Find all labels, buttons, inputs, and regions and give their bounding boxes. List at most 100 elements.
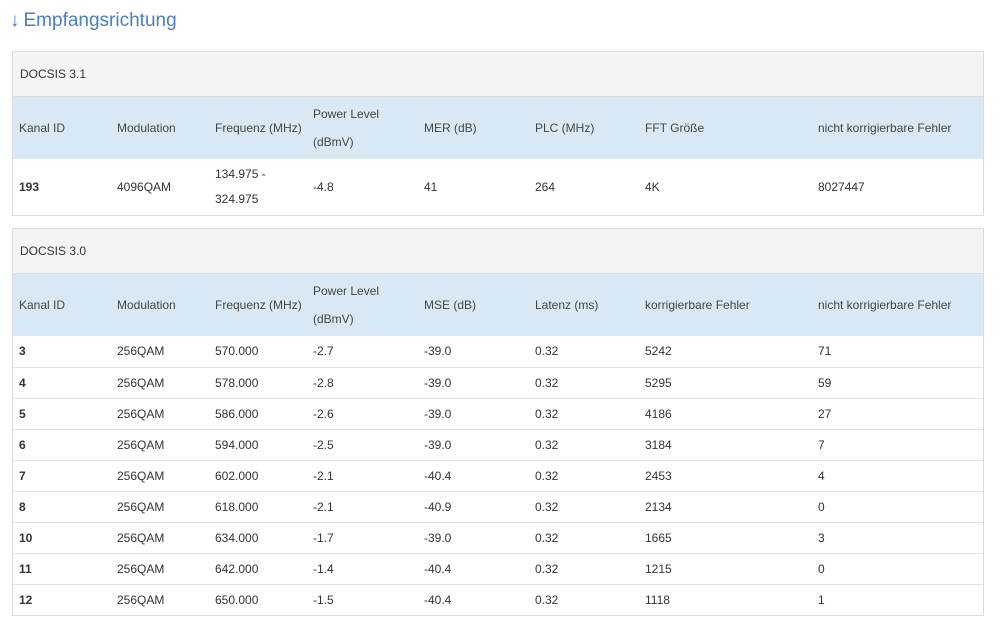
section-title: Empfangsrichtung xyxy=(23,10,177,31)
cell: 7 xyxy=(19,468,26,483)
section-heading[interactable]: ↓ Empfangsrichtung xyxy=(10,10,177,32)
table-row: 11 256QAM 642.000 -1.4 -40.4 0.32 1215 0 xyxy=(13,553,983,584)
cell: 4096QAM xyxy=(117,180,172,194)
cell: 8 xyxy=(19,499,26,514)
col-header: Power Level (dBmV) xyxy=(313,284,380,326)
cell: -40.9 xyxy=(424,499,452,514)
cell: 618.000 xyxy=(215,499,259,514)
cell: 4 xyxy=(818,468,825,483)
cell: 3 xyxy=(19,344,26,359)
col-header: Frequenz (MHz) xyxy=(215,298,302,312)
cell: -4.8 xyxy=(313,180,334,194)
col-header: Frequenz (MHz) xyxy=(215,121,302,135)
cell: 0 xyxy=(818,561,825,576)
cell: 256QAM xyxy=(117,592,165,607)
cell: 0.32 xyxy=(535,375,559,390)
cell: -40.4 xyxy=(424,592,452,607)
cell: 1215 xyxy=(645,561,672,576)
cell: 41 xyxy=(424,180,438,194)
cell: -40.4 xyxy=(424,561,452,576)
table-row: 8 256QAM 618.000 -2.1 -40.9 0.32 2134 0 xyxy=(13,491,983,522)
cell: -2.8 xyxy=(313,375,334,390)
cell: -39.0 xyxy=(424,530,452,545)
cell: 0.32 xyxy=(535,437,559,452)
col-header: nicht korrigierbare Fehler xyxy=(818,121,952,135)
table-row: 10 256QAM 634.000 -1.7 -39.0 0.32 1665 3 xyxy=(13,522,983,553)
cell: 256QAM xyxy=(117,375,165,390)
cell: -39.0 xyxy=(424,437,452,452)
table-row: 193 4096QAM 134.975 - 324.975 -4.8 41 26… xyxy=(13,159,983,215)
table-row: 5 256QAM 586.000 -2.6 -39.0 0.32 4186 27 xyxy=(13,398,983,429)
cell: 0.32 xyxy=(535,344,559,359)
cell: 586.000 xyxy=(215,406,259,421)
cell: 6 xyxy=(19,437,26,452)
cell: 5242 xyxy=(645,344,672,359)
docsis31-table: Kanal ID Modulation Frequenz (MHz) Power… xyxy=(13,97,983,215)
cell: 256QAM xyxy=(117,437,165,452)
docsis31-title: DOCSIS 3.1 xyxy=(13,52,983,97)
col-header: FFT Größe xyxy=(645,121,705,135)
col-header: Kanal ID xyxy=(19,121,66,135)
cell: 0.32 xyxy=(535,561,559,576)
docsis30-panel: DOCSIS 3.0 Kanal ID Modulation Frequenz … xyxy=(12,228,984,616)
cell: 602.000 xyxy=(215,468,259,483)
col-header: Modulation xyxy=(117,121,176,135)
cell: 256QAM xyxy=(117,406,165,421)
cell: 193 xyxy=(19,180,40,194)
cell: -1.7 xyxy=(313,530,334,545)
cell: 59 xyxy=(818,375,832,390)
docsis31-header-row: Kanal ID Modulation Frequenz (MHz) Power… xyxy=(13,97,983,159)
cell: 264 xyxy=(535,180,556,194)
docsis31-panel: DOCSIS 3.1 Kanal ID Modulation Frequenz … xyxy=(12,51,984,216)
cell: 10 xyxy=(19,530,33,545)
cell: -2.7 xyxy=(313,344,334,359)
table-row: 3 256QAM 570.000 -2.7 -39.0 0.32 5242 71 xyxy=(13,336,983,367)
cell: 3184 xyxy=(645,437,672,452)
cell: 578.000 xyxy=(215,375,259,390)
cell: 4186 xyxy=(645,406,672,421)
cell: 634.000 xyxy=(215,530,259,545)
cell: -39.0 xyxy=(424,406,452,421)
arrow-down-icon: ↓ xyxy=(10,10,20,31)
docsis30-title: DOCSIS 3.0 xyxy=(13,229,983,274)
cell: 642.000 xyxy=(215,561,259,576)
cell: 570.000 xyxy=(215,344,259,359)
cell: 256QAM xyxy=(117,561,165,576)
cell: 1 xyxy=(818,592,825,607)
cell: 27 xyxy=(818,406,832,421)
col-header: PLC (MHz) xyxy=(535,121,595,135)
table-row: 4 256QAM 578.000 -2.8 -39.0 0.32 5295 59 xyxy=(13,367,983,398)
cell: 256QAM xyxy=(117,344,165,359)
table-row: 7 256QAM 602.000 -2.1 -40.4 0.32 2453 4 xyxy=(13,460,983,491)
cell: 71 xyxy=(818,344,832,359)
col-header: MER (dB) xyxy=(424,121,477,135)
cell: -39.0 xyxy=(424,344,452,359)
cell: 594.000 xyxy=(215,437,259,452)
cell: 4K xyxy=(645,180,660,194)
col-header: Modulation xyxy=(117,298,176,312)
col-header: MSE (dB) xyxy=(424,298,477,312)
cell: 134.975 - 324.975 xyxy=(215,167,266,206)
cell: 256QAM xyxy=(117,499,165,514)
table-row: 6 256QAM 594.000 -2.5 -39.0 0.32 3184 7 xyxy=(13,429,983,460)
cell: 0.32 xyxy=(535,468,559,483)
cell: 0.32 xyxy=(535,499,559,514)
cell: 7 xyxy=(818,437,825,452)
cell: 2453 xyxy=(645,468,672,483)
cell: -1.5 xyxy=(313,592,334,607)
table-row: 12 256QAM 650.000 -1.5 -40.4 0.32 1118 1 xyxy=(13,584,983,615)
cell: 0 xyxy=(818,499,825,514)
cell: 2134 xyxy=(645,499,672,514)
cell: 256QAM xyxy=(117,468,165,483)
docsis30-table: Kanal ID Modulation Frequenz (MHz) Power… xyxy=(13,274,983,615)
cell: 0.32 xyxy=(535,406,559,421)
cell: 8027447 xyxy=(818,180,865,194)
cell: 4 xyxy=(19,375,26,390)
docsis30-header-row: Kanal ID Modulation Frequenz (MHz) Power… xyxy=(13,274,983,336)
cell: 11 xyxy=(19,561,32,576)
cell: 0.32 xyxy=(535,530,559,545)
col-header: Power Level (dBmV) xyxy=(313,107,380,149)
cell: -2.6 xyxy=(313,406,334,421)
cell: 3 xyxy=(818,530,825,545)
col-header: Kanal ID xyxy=(19,298,66,312)
